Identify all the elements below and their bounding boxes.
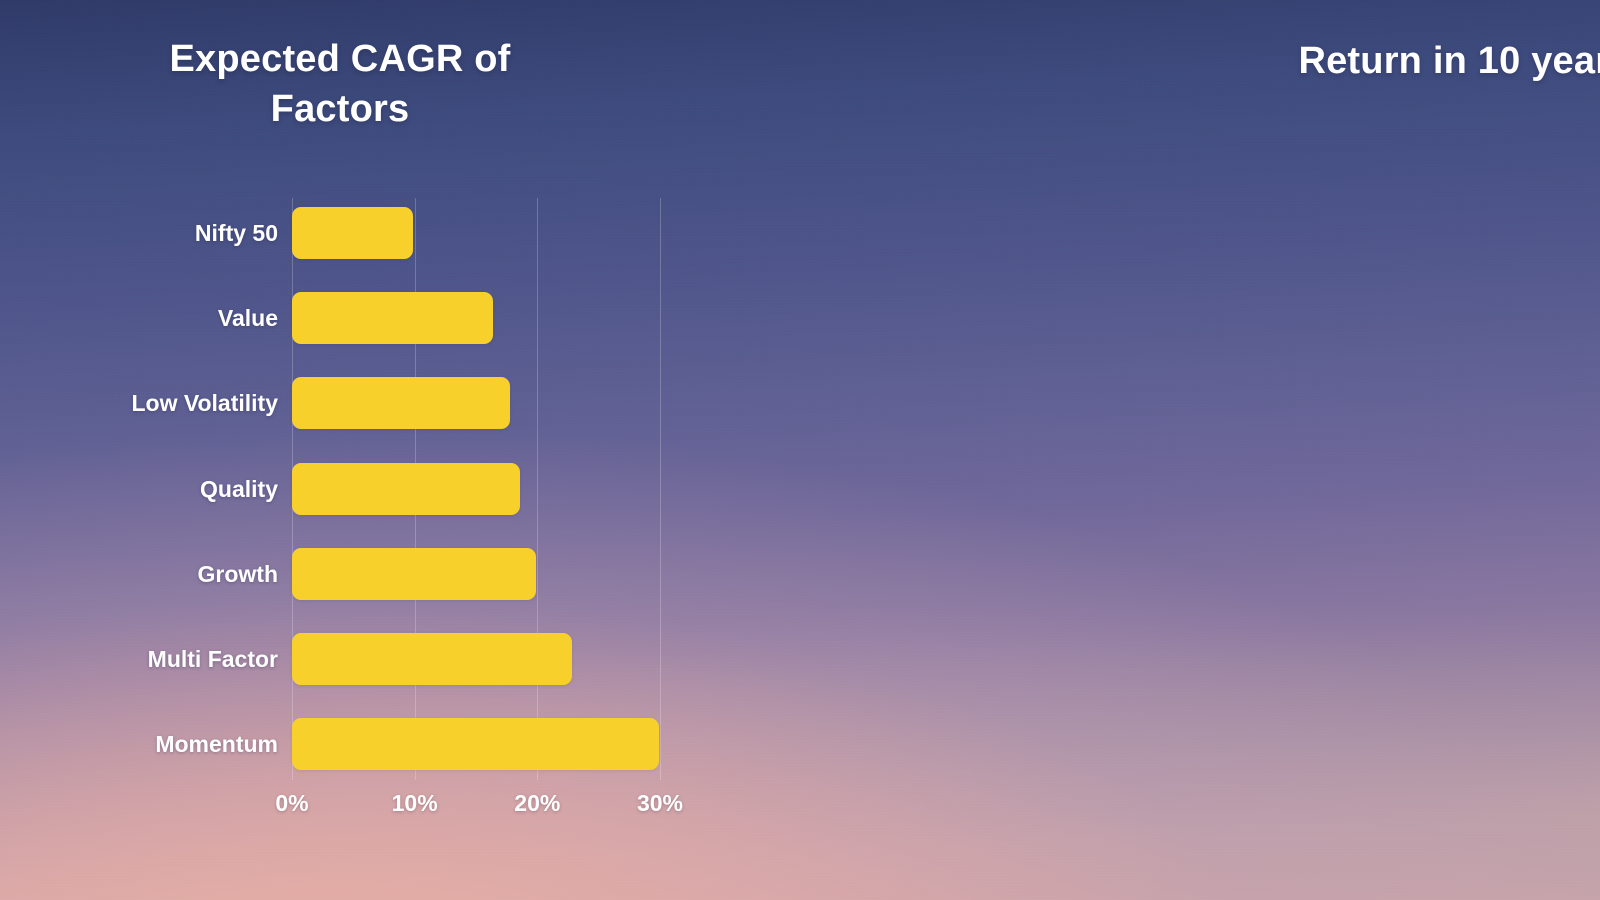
bar-row[interactable]: Quality [200, 462, 692, 515]
gridline [537, 198, 539, 780]
bar-row[interactable]: Growth [198, 547, 692, 600]
category-label: Momentum [155, 731, 278, 758]
bar[interactable] [292, 207, 414, 259]
category-label: Low Volatility [131, 390, 278, 417]
bar[interactable] [292, 462, 521, 515]
plot-area-expected-cagr: Nifty 50 Value Low Volatility Quality Growth… [131, 198, 692, 816]
bar-row[interactable]: Value [218, 292, 692, 345]
category-label: Multi Factor [147, 646, 278, 672]
bar[interactable] [292, 718, 659, 771]
category-label: Nifty 50 [194, 220, 278, 246]
chart-title-expected-cagr: Expected CAGR of Factors [169, 38, 511, 130]
gridline [660, 198, 661, 780]
axis-tick-label: 0% [275, 790, 309, 816]
category-label: Growth [197, 560, 279, 587]
bar-row[interactable]: Momentum [155, 718, 692, 771]
bar[interactable] [292, 547, 537, 600]
chart-panel-expected-cagr: Expected CAGR of Factors Nifty 50 Value Lo… [131, 38, 692, 816]
bar-row[interactable]: Low Volatility [131, 377, 692, 430]
axis-tick-label: 10% [391, 790, 438, 816]
axis-tick-label: 30% [636, 790, 684, 816]
bar[interactable] [292, 377, 511, 430]
axis-tick-label: 20% [514, 790, 561, 816]
category-label: Quality [200, 475, 278, 502]
bar[interactable] [292, 633, 572, 685]
category-label: Value [217, 305, 278, 332]
bar[interactable] [292, 292, 494, 345]
bar-row[interactable]: Multi Factor [148, 633, 692, 685]
bar-row[interactable]: Nifty 50 [195, 207, 692, 259]
chart-title-return-10-years: Return in 10 years [1298, 40, 1600, 82]
